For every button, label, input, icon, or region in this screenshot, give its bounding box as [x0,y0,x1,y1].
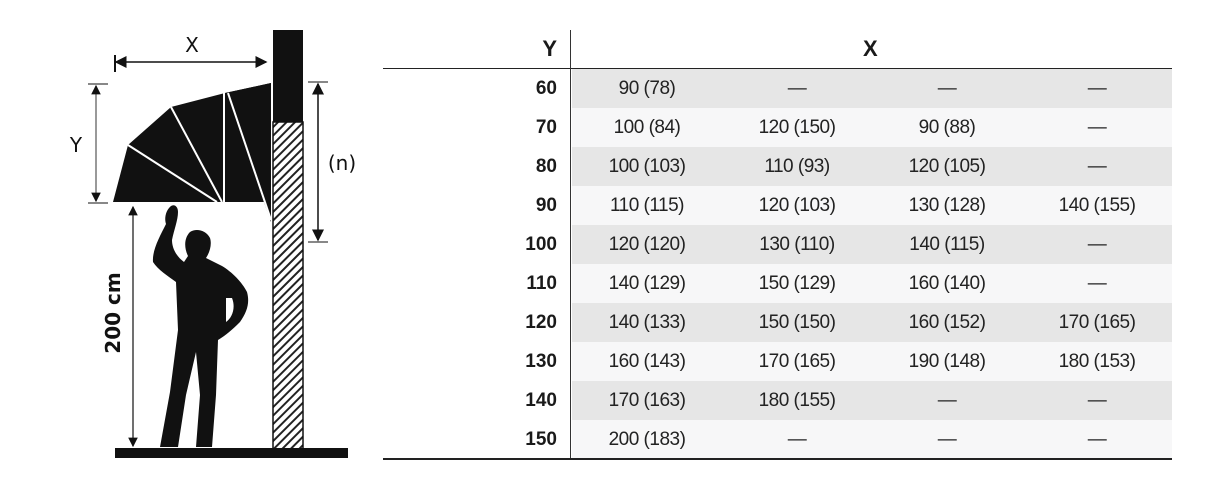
table-cell: 120 (150) [758,116,836,138]
table-cell: 140 (155) [1058,194,1136,216]
table-cell: — [937,389,957,411]
table-cell: 170 (163) [608,389,686,411]
table-cell: 130 (128) [908,194,986,216]
row-y-value: 130 [525,350,557,372]
table-cell: 170 (165) [1058,311,1136,333]
person-silhouette [152,205,249,447]
row-x-values: 140 (129) 150 (129) 160 (140) — [572,264,1172,303]
header-y: Y [542,36,557,61]
label-n: (n) [328,151,356,175]
awning-diagram: X Y (n) 200 cm [69,30,356,458]
table-cell: — [1087,272,1107,294]
table-cell: 150 (150) [758,311,836,333]
table-cell: 140 (115) [909,233,985,255]
table-cell: 140 (129) [608,272,686,294]
table-cell: — [1087,428,1107,450]
table-cell: — [1087,116,1107,138]
row-y-value: 90 [535,194,557,216]
row-x-values: 170 (163) 180 (155) — — [572,381,1172,420]
table-row: 110 140 (129) 150 (129) 160 (140) — [383,264,1172,303]
header-x: X [863,36,878,61]
table-cell: — [787,77,807,99]
row-x-values: 160 (143) 170 (165) 190 (148) 180 (153) [572,342,1172,381]
dimension-height: 200 cm [101,205,138,448]
table-cell: 180 (155) [758,389,836,411]
table-cell: 190 (148) [908,350,986,372]
label-x: X [185,33,199,57]
label-height: 200 cm [101,272,125,353]
table-cell: — [787,428,807,450]
row-x-values: 110 (115) 120 (103) 130 (128) 140 (155) [572,186,1172,225]
table-cell: 90 (78) [618,77,676,99]
table-cell: 110 (93) [764,155,830,177]
wall [272,30,304,451]
table-cell: — [1087,77,1107,99]
dimension-y: Y [69,83,108,204]
row-y-value: 70 [535,116,557,138]
row-y-value: 150 [525,428,557,450]
table-cell: 150 (129) [758,272,836,294]
table-cell: 100 (84) [613,116,681,138]
table-cell: 180 (153) [1058,350,1136,372]
table-cell: — [1087,155,1107,177]
table-cell: 160 (143) [608,350,686,372]
column-divider [570,30,571,459]
table-cell: 120 (103) [758,194,836,216]
table-cell: 170 (165) [758,350,836,372]
table-header: Y X [383,30,1172,69]
table-cell: — [937,77,957,99]
row-y-value: 80 [535,155,557,177]
dimensions-table: Y X 60 90 (78) — — — 70 100 (84) 120 (150) 90 (8… [383,30,1172,460]
row-x-values: 90 (78) — — — [572,69,1172,108]
table-cell: 130 (110) [759,233,835,255]
table-row: 70 100 (84) 120 (150) 90 (88) — [383,108,1172,147]
dimension-n: (n) [308,81,356,243]
table-bottom-rule [383,458,1172,460]
table-row: 100 120 (120) 130 (110) 140 (115) — [383,225,1172,264]
table-cell: — [937,428,957,450]
dimension-x: X [114,33,268,72]
row-x-values: 100 (103) 110 (93) 120 (105) — [572,147,1172,186]
table-row: 120 140 (133) 150 (150) 160 (152) 170 (165) [383,303,1172,342]
row-y-value: 100 [525,233,557,255]
table-row: 150 200 (183) — — — [383,420,1172,459]
floor [115,448,348,458]
table-row: 80 100 (103) 110 (93) 120 (105) — [383,147,1172,186]
table-cell: — [1087,233,1107,255]
table-cell: 140 (133) [608,311,686,333]
awning [113,83,272,222]
table-cell: 100 (103) [608,155,686,177]
table-cell: 120 (105) [908,155,986,177]
table-cell: 120 (120) [608,233,686,255]
row-x-values: 140 (133) 150 (150) 160 (152) 170 (165) [572,303,1172,342]
row-x-values: 100 (84) 120 (150) 90 (88) — [572,108,1172,147]
table-cell: 90 (88) [918,116,976,138]
row-y-value: 140 [525,389,557,411]
table-cell: 160 (152) [908,311,986,333]
row-y-value: 110 [526,272,557,294]
table-row: 90 110 (115) 120 (103) 130 (128) 140 (155) [383,186,1172,225]
table-row: 130 160 (143) 170 (165) 190 (148) 180 (153) [383,342,1172,381]
table-cell: 160 (140) [908,272,986,294]
table-cell: — [1087,389,1107,411]
label-y: Y [69,133,83,157]
row-y-value: 120 [525,311,557,333]
table-row: 60 90 (78) — — — [383,69,1172,108]
table-cell: 200 (183) [608,428,686,450]
table-row: 140 170 (163) 180 (155) — — [383,381,1172,420]
row-x-values: 200 (183) — — — [572,420,1172,459]
row-x-values: 120 (120) 130 (110) 140 (115) — [572,225,1172,264]
table-cell: 110 (115) [609,194,685,216]
row-y-value: 60 [535,77,557,99]
